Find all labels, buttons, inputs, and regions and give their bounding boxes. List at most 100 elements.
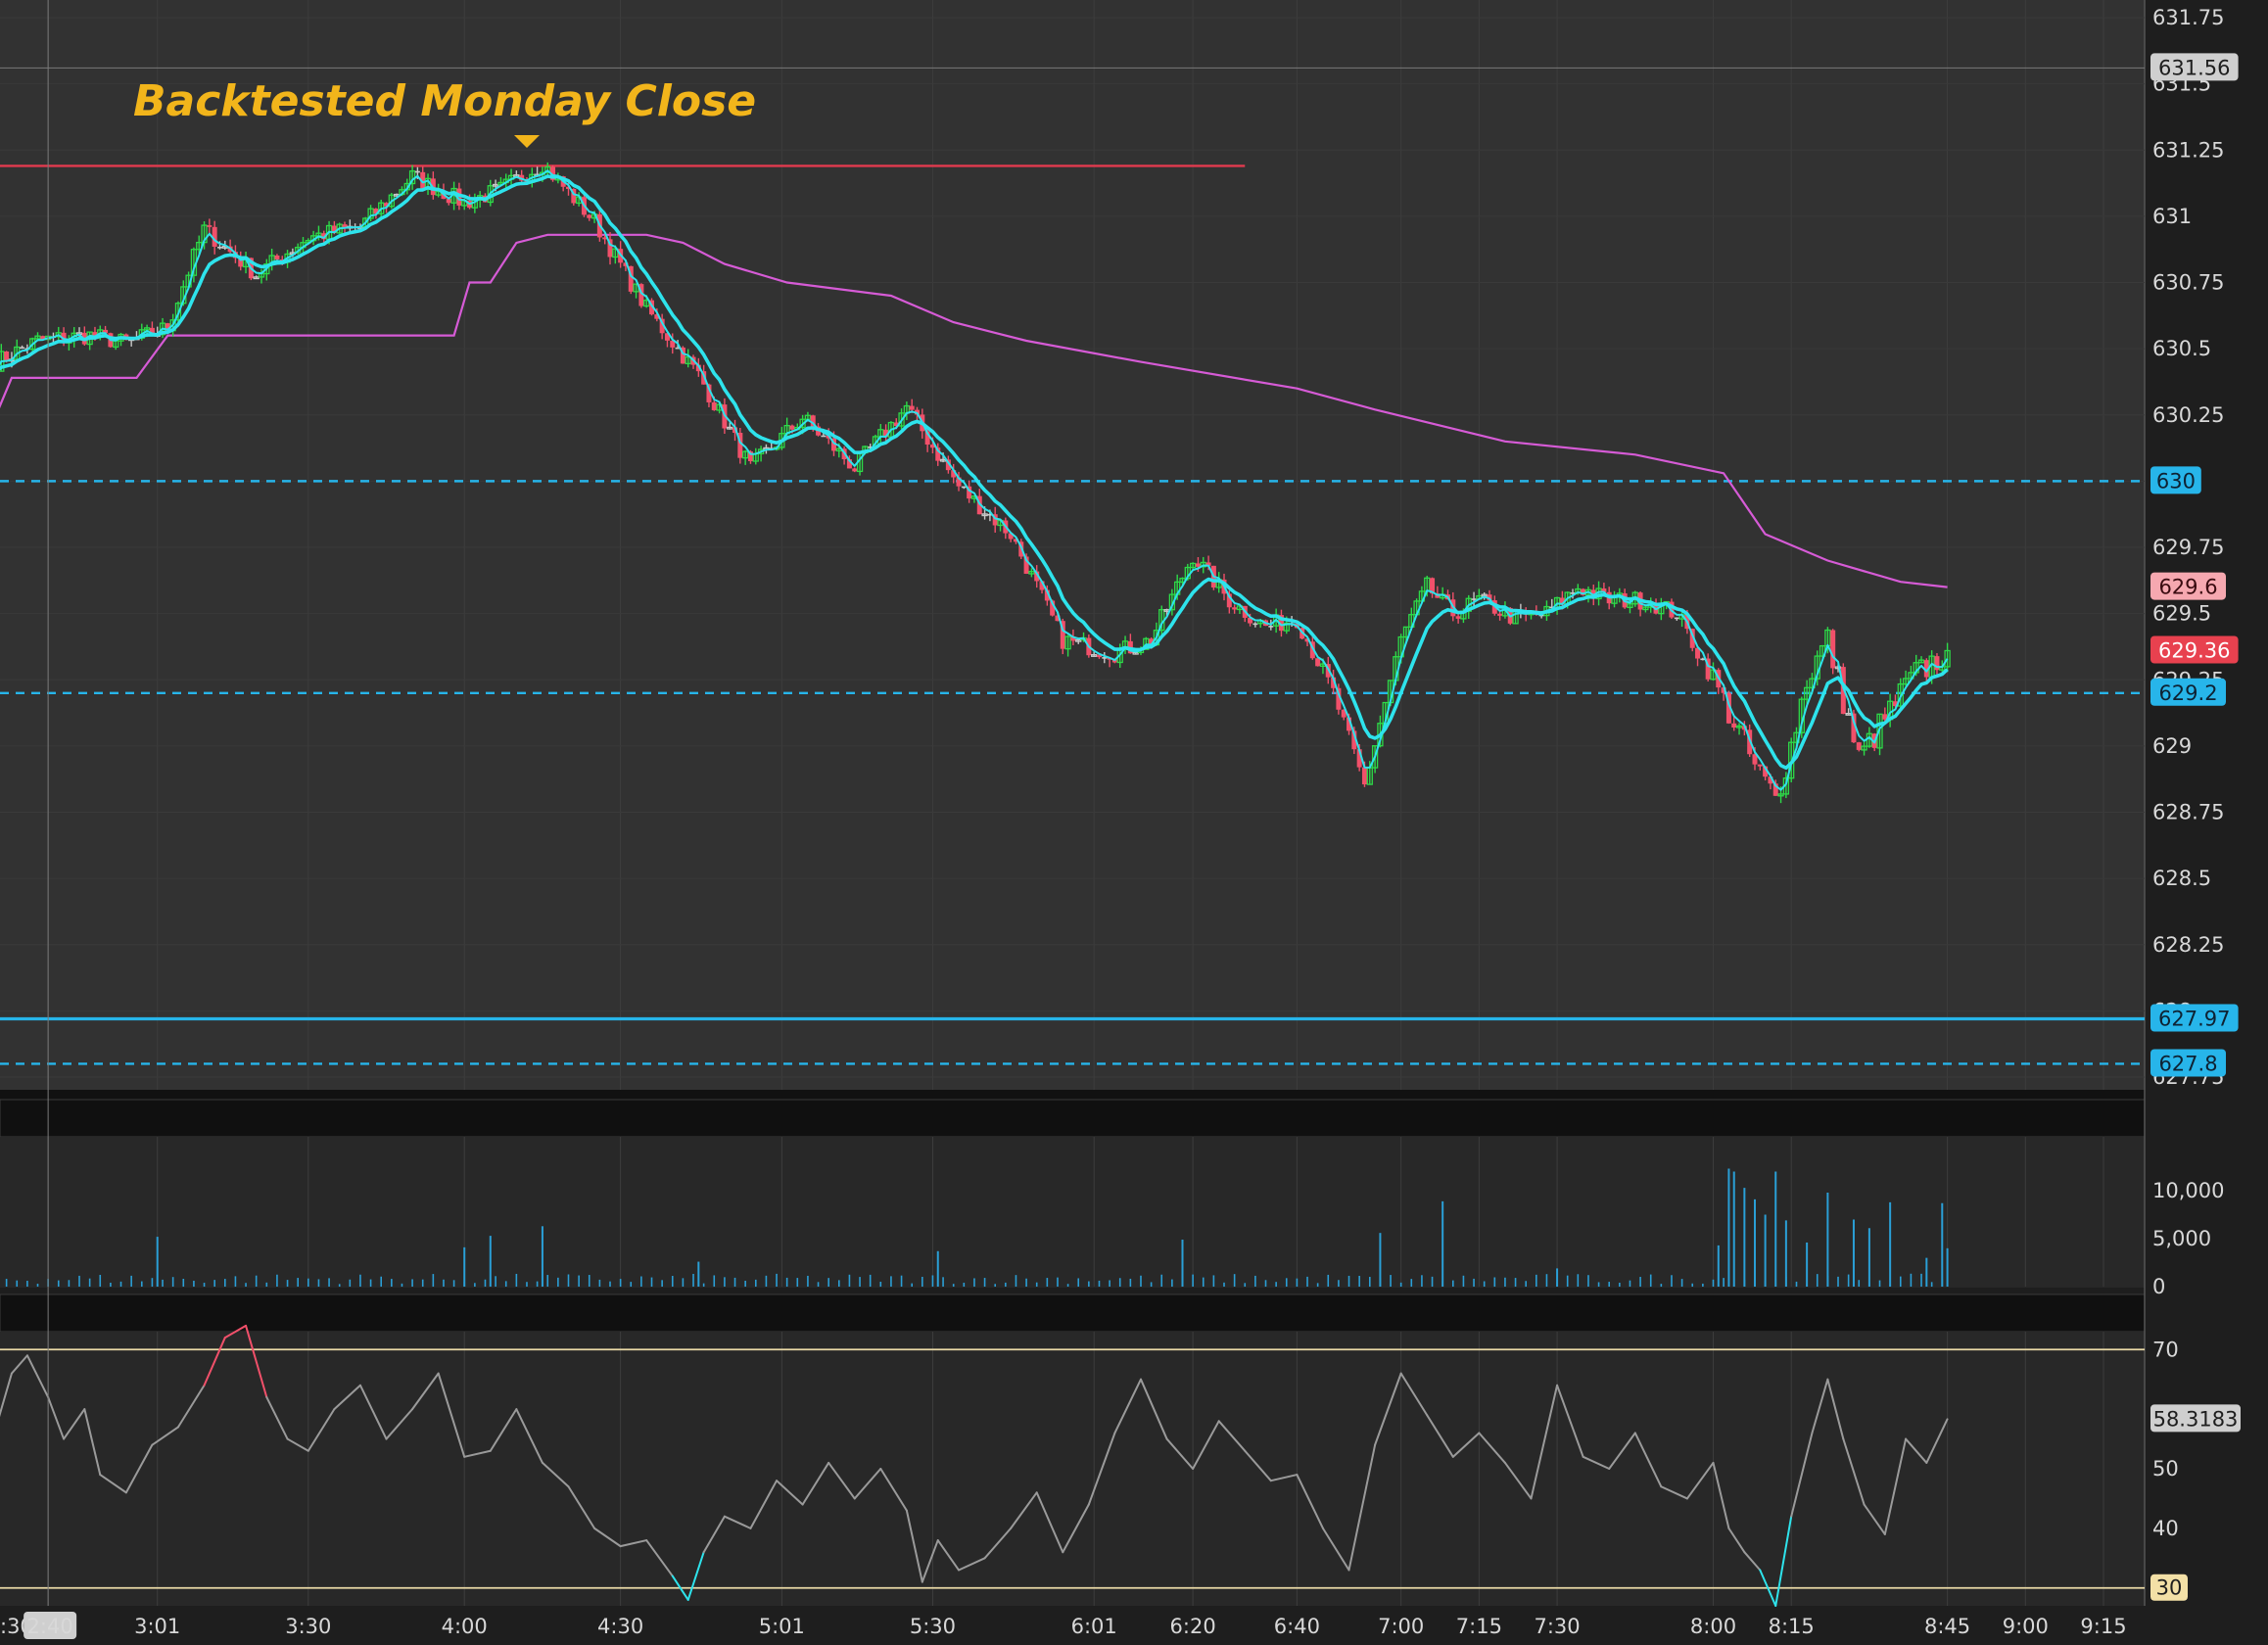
candle-body xyxy=(1283,622,1290,632)
rsi-segment xyxy=(463,1449,492,1458)
candle-body xyxy=(1309,641,1315,659)
rsi-segment xyxy=(567,1485,596,1529)
candle-body xyxy=(571,188,577,204)
rsi-segment xyxy=(645,1539,674,1577)
volume-bars xyxy=(5,1168,1949,1287)
candle-body xyxy=(165,323,170,331)
candle-body xyxy=(1050,600,1056,616)
candle-body xyxy=(238,258,244,267)
price-tag xyxy=(2150,1049,2226,1077)
candle-body xyxy=(929,445,935,448)
candle-body xyxy=(1725,692,1731,724)
rsi-segment xyxy=(1905,1437,1928,1464)
time-tick-label: 7:30 xyxy=(1534,1615,1580,1638)
price-tick-label: 631.25 xyxy=(2152,138,2224,162)
candle-body xyxy=(830,438,836,451)
candle-body xyxy=(1356,749,1362,768)
candle-body xyxy=(1917,659,1925,664)
candle-body xyxy=(852,468,858,472)
price-tag-text: 631.56 xyxy=(2158,56,2230,79)
time-tick-label: 6:20 xyxy=(1170,1615,1216,1638)
candle-body xyxy=(1195,563,1201,567)
price-tag xyxy=(2150,635,2239,664)
rsi-segment xyxy=(307,1408,336,1452)
candle-body xyxy=(1735,725,1743,728)
rsi-segment xyxy=(265,1395,289,1440)
candle-body xyxy=(1471,598,1477,600)
candle-body xyxy=(893,422,899,426)
vwap-line xyxy=(0,233,1948,588)
candle-body xyxy=(924,431,930,446)
candle-body xyxy=(1757,764,1763,767)
rsi-segment xyxy=(958,1557,986,1572)
time-crosshair-tag-text: 2:40 xyxy=(27,1615,73,1638)
rsi-segment xyxy=(0,1372,13,1418)
candle-body xyxy=(1882,714,1888,720)
rsi-segment xyxy=(1478,1432,1506,1464)
rsi-segment xyxy=(879,1468,908,1512)
candle-body xyxy=(868,446,874,448)
rsi-segment xyxy=(749,1480,779,1529)
rsi-segment xyxy=(1035,1491,1064,1554)
rsi-value-tag xyxy=(2150,1404,2241,1433)
candle-body xyxy=(253,276,260,280)
rsi-segment xyxy=(541,1461,570,1488)
rsi-segment xyxy=(1774,1515,1793,1607)
rsi-segment xyxy=(1399,1372,1429,1417)
rsi-tick-label: 40 xyxy=(2152,1517,2179,1540)
rsi-segment xyxy=(1530,1384,1559,1500)
candle-body xyxy=(1581,588,1586,595)
candle-body xyxy=(55,332,62,338)
price-tag xyxy=(2150,466,2201,494)
time-tick-label: 8:00 xyxy=(1690,1615,1736,1638)
rsi-segment xyxy=(1727,1527,1746,1554)
price-tick-label: 628.25 xyxy=(2152,933,2224,957)
rsi-line xyxy=(0,1324,2145,1607)
rsi-segment xyxy=(489,1408,518,1452)
candle-body xyxy=(1315,658,1321,667)
rsi-segment xyxy=(671,1574,689,1601)
price-tick-label: 630.5 xyxy=(2152,337,2211,360)
rsi-tick-label: 70 xyxy=(2152,1338,2179,1361)
ema-slow-line xyxy=(0,174,1949,771)
rsi-segment xyxy=(702,1515,726,1554)
candle-body xyxy=(1892,701,1898,707)
rsi-segment xyxy=(223,1324,248,1340)
candle-body xyxy=(1013,539,1018,542)
price-tick-label: 631 xyxy=(2152,205,2192,228)
candle-body xyxy=(1856,742,1862,750)
candle-body xyxy=(1205,562,1211,566)
price-panel[interactable] xyxy=(0,0,2145,1090)
price-tick-label: 629.75 xyxy=(2152,536,2224,559)
rsi-segment xyxy=(936,1539,961,1572)
candle-body xyxy=(331,225,337,233)
candle-body xyxy=(1075,638,1082,642)
candle-body xyxy=(587,214,592,218)
candle-body xyxy=(1721,687,1726,693)
candle-body xyxy=(1830,630,1836,669)
rsi-segment xyxy=(1556,1384,1584,1458)
rsi-segment xyxy=(25,1354,50,1398)
candle-body xyxy=(1189,562,1197,569)
time-tick-label: 6:01 xyxy=(1071,1615,1117,1638)
candle-body xyxy=(909,405,915,410)
rsi-panel[interactable] xyxy=(0,1332,2145,1606)
rsi-segment xyxy=(411,1372,440,1411)
candle-body xyxy=(706,384,712,402)
candle-body xyxy=(420,171,426,190)
candle-body xyxy=(789,425,795,430)
candle-body xyxy=(1331,677,1337,688)
price-tick-label: 630.25 xyxy=(2152,403,2224,427)
volume-panel[interactable] xyxy=(0,1137,2145,1288)
candle-body xyxy=(446,199,451,204)
candle-body xyxy=(1060,621,1065,649)
rsi-segment xyxy=(47,1395,66,1440)
rsi-segment xyxy=(1374,1372,1402,1446)
rsi-segment xyxy=(1582,1455,1611,1470)
candle-body xyxy=(1232,607,1238,610)
rsi-segment xyxy=(1503,1461,1533,1500)
candle-body xyxy=(1008,533,1014,540)
candle-body xyxy=(628,265,634,292)
